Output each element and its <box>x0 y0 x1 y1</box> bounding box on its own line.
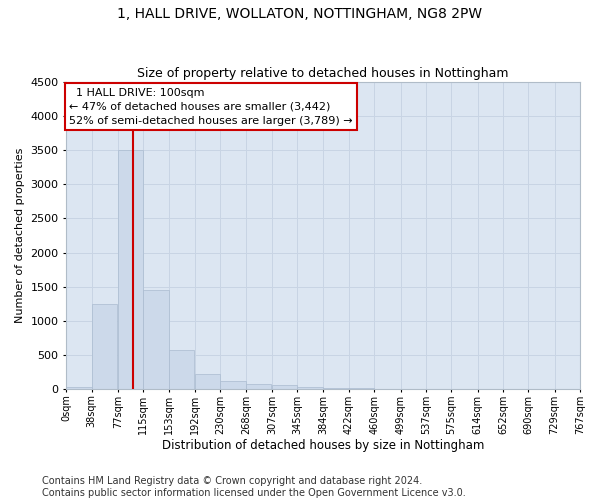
Bar <box>67 387 92 389</box>
Bar <box>118 150 143 389</box>
Text: 1 HALL DRIVE: 100sqm
← 47% of detached houses are smaller (3,442)
52% of semi-de: 1 HALL DRIVE: 100sqm ← 47% of detached h… <box>69 88 353 126</box>
X-axis label: Distribution of detached houses by size in Nottingham: Distribution of detached houses by size … <box>162 440 484 452</box>
Bar <box>169 350 194 389</box>
Bar <box>143 290 169 389</box>
Bar <box>272 386 298 389</box>
Bar <box>298 387 323 389</box>
Bar <box>349 388 374 389</box>
Text: 1, HALL DRIVE, WOLLATON, NOTTINGHAM, NG8 2PW: 1, HALL DRIVE, WOLLATON, NOTTINGHAM, NG8… <box>118 8 482 22</box>
Bar <box>92 304 117 389</box>
Bar <box>246 384 271 389</box>
Bar <box>195 374 220 389</box>
Text: Contains HM Land Registry data © Crown copyright and database right 2024.
Contai: Contains HM Land Registry data © Crown c… <box>42 476 466 498</box>
Bar <box>220 382 246 389</box>
Title: Size of property relative to detached houses in Nottingham: Size of property relative to detached ho… <box>137 66 509 80</box>
Y-axis label: Number of detached properties: Number of detached properties <box>15 148 25 323</box>
Bar <box>323 388 349 389</box>
